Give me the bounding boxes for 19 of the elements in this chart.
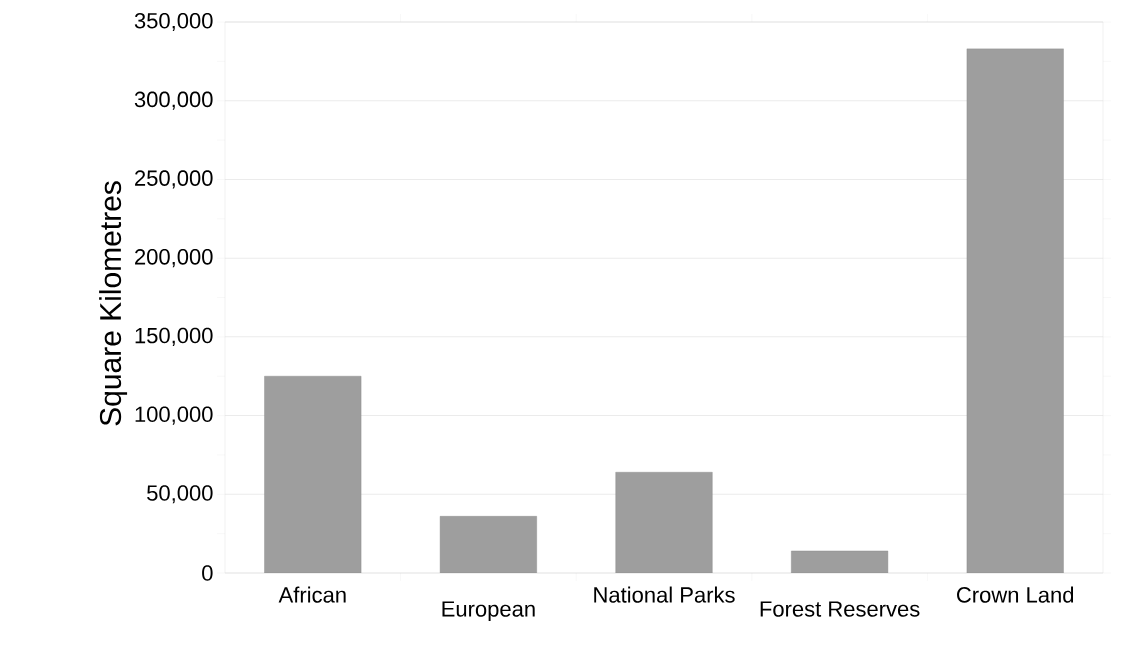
y-tick-label: 50,000 xyxy=(147,485,213,504)
y-tick-label: 150,000 xyxy=(135,327,213,346)
bar xyxy=(791,550,889,573)
x-tick-label: Forest Reserves xyxy=(760,601,920,617)
y-axis-title: Square Kilometres xyxy=(99,181,128,426)
y-tick-label: 300,000 xyxy=(134,91,213,110)
bar xyxy=(966,48,1064,573)
y-tick-label: 350,000 xyxy=(134,12,213,32)
x-tick-label: National Parks xyxy=(594,586,735,603)
bar xyxy=(615,472,713,573)
x-tick-label: European xyxy=(442,601,535,622)
x-tick-label: African xyxy=(278,586,346,603)
bar xyxy=(439,516,537,573)
bar xyxy=(264,376,362,573)
x-tick-label: Crown Land xyxy=(957,586,1074,603)
y-tick-label: 250,000 xyxy=(135,170,213,189)
y-tick-label: 100,000 xyxy=(135,406,213,425)
y-tick-label: 200,000 xyxy=(135,249,213,268)
y-tick-label: 0 xyxy=(202,565,213,581)
